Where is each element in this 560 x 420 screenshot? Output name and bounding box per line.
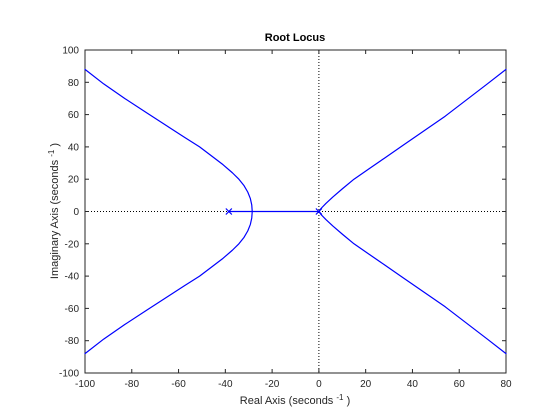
y-axis-title-suffix: ) <box>49 143 61 147</box>
x-axis-title: Real Axis (seconds -1 ) <box>240 393 350 408</box>
y-tick-label-2: -60 <box>65 304 80 315</box>
y-tick-label-9: 80 <box>68 78 80 89</box>
x-tick-label-7: 40 <box>407 379 419 390</box>
x-tick-label-5: 0 <box>316 379 322 390</box>
x-tick-label-0: -100 <box>75 379 95 390</box>
plot-area: -100 -80 -60 -40 -20 0 20 40 60 80 -100 -80 -60 -40 -2… <box>59 46 512 391</box>
y-tick-label-5: 0 <box>73 207 79 218</box>
x-axis-title-superscript: -1 <box>336 393 344 402</box>
y-tick-label-6: 20 <box>68 175 80 186</box>
y-axis-title-superscript: -1 <box>47 149 56 157</box>
y-tick-label-0: -100 <box>59 369 79 380</box>
y-tick-label-7: 40 <box>68 142 80 153</box>
y-tick-label-8: 60 <box>68 110 80 121</box>
x-tick-label-1: -80 <box>125 379 140 390</box>
x-tick-label-2: -60 <box>171 379 186 390</box>
x-tick-label-9: 80 <box>500 379 512 390</box>
x-tick-label-8: 60 <box>454 379 466 390</box>
x-tick-label-4: -20 <box>265 379 280 390</box>
x-axis-title-suffix: ) <box>347 395 351 407</box>
y-axis-title: Imaginary Axis (seconds -1 ) <box>47 143 62 279</box>
x-axis-title-prefix: Real Axis (seconds <box>240 395 334 407</box>
y-tick-label-10: 100 <box>62 46 79 57</box>
x-tick-label-3: -40 <box>218 379 233 390</box>
y-tick-label-4: -20 <box>65 239 80 250</box>
x-tick-label-6: 20 <box>360 379 372 390</box>
chart-title: Root Locus <box>265 32 326 44</box>
y-tick-label-3: -40 <box>65 272 80 283</box>
y-axis-title-prefix: Imaginary Axis (seconds <box>49 159 61 279</box>
y-tick-label-1: -80 <box>65 336 80 347</box>
